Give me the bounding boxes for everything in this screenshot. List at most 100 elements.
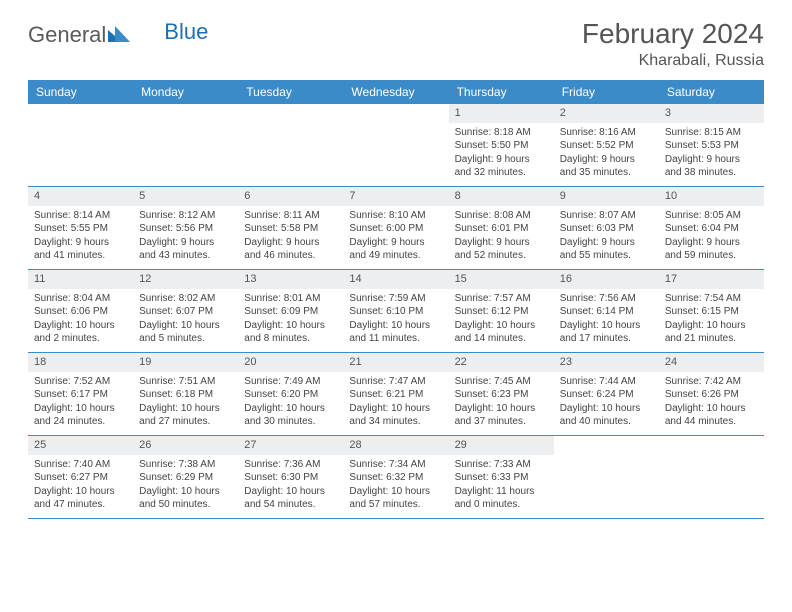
day-header: Friday bbox=[554, 80, 659, 104]
sunset-text: Sunset: 5:52 PM bbox=[560, 139, 653, 153]
day-number: 16 bbox=[560, 273, 572, 285]
day-number: 24 bbox=[665, 356, 677, 368]
day-number: 19 bbox=[139, 356, 151, 368]
daylight-text: Daylight: 10 hours and 57 minutes. bbox=[349, 485, 442, 512]
day-number: 13 bbox=[244, 273, 256, 285]
day-cell: 2Sunrise: 8:16 AMSunset: 5:52 PMDaylight… bbox=[554, 104, 659, 186]
day-header: Wednesday bbox=[343, 80, 448, 104]
sunrise-text: Sunrise: 7:52 AM bbox=[34, 375, 127, 389]
day-cell: 7Sunrise: 8:10 AMSunset: 6:00 PMDaylight… bbox=[343, 187, 448, 269]
day-header-row: SundayMondayTuesdayWednesdayThursdayFrid… bbox=[28, 80, 764, 104]
day-number: 2 bbox=[560, 107, 566, 119]
sunset-text: Sunset: 6:10 PM bbox=[349, 305, 442, 319]
week-row: 25Sunrise: 7:40 AMSunset: 6:27 PMDayligh… bbox=[28, 436, 764, 519]
day-header: Saturday bbox=[659, 80, 764, 104]
empty-cell bbox=[133, 104, 238, 186]
sunrise-text: Sunrise: 7:45 AM bbox=[455, 375, 548, 389]
day-number-bar: 29 bbox=[449, 436, 554, 455]
sunset-text: Sunset: 6:32 PM bbox=[349, 471, 442, 485]
sunset-text: Sunset: 6:09 PM bbox=[244, 305, 337, 319]
logo: General Blue bbox=[28, 18, 208, 48]
day-number-bar: 21 bbox=[343, 353, 448, 372]
sunset-text: Sunset: 6:21 PM bbox=[349, 388, 442, 402]
day-number-bar: 11 bbox=[28, 270, 133, 289]
week-row: 1Sunrise: 8:18 AMSunset: 5:50 PMDaylight… bbox=[28, 104, 764, 187]
sunrise-text: Sunrise: 8:05 AM bbox=[665, 209, 758, 223]
sunset-text: Sunset: 6:26 PM bbox=[665, 388, 758, 402]
daylight-text: Daylight: 10 hours and 30 minutes. bbox=[244, 402, 337, 429]
day-number-bar: 14 bbox=[343, 270, 448, 289]
sunset-text: Sunset: 6:20 PM bbox=[244, 388, 337, 402]
sunrise-text: Sunrise: 7:36 AM bbox=[244, 458, 337, 472]
daylight-text: Daylight: 10 hours and 27 minutes. bbox=[139, 402, 232, 429]
daylight-text: Daylight: 9 hours and 49 minutes. bbox=[349, 236, 442, 263]
sunrise-text: Sunrise: 7:56 AM bbox=[560, 292, 653, 306]
daylight-text: Daylight: 10 hours and 40 minutes. bbox=[560, 402, 653, 429]
sunrise-text: Sunrise: 7:54 AM bbox=[665, 292, 758, 306]
sunrise-text: Sunrise: 7:40 AM bbox=[34, 458, 127, 472]
day-number: 10 bbox=[665, 190, 677, 202]
sunrise-text: Sunrise: 8:11 AM bbox=[244, 209, 337, 223]
sunrise-text: Sunrise: 8:02 AM bbox=[139, 292, 232, 306]
empty-cell bbox=[343, 104, 448, 186]
daylight-text: Daylight: 10 hours and 47 minutes. bbox=[34, 485, 127, 512]
sunset-text: Sunset: 6:23 PM bbox=[455, 388, 548, 402]
day-header: Monday bbox=[133, 80, 238, 104]
day-number: 15 bbox=[455, 273, 467, 285]
empty-cell bbox=[28, 104, 133, 186]
daylight-text: Daylight: 9 hours and 55 minutes. bbox=[560, 236, 653, 263]
day-number-bar: 16 bbox=[554, 270, 659, 289]
day-number-bar: 7 bbox=[343, 187, 448, 206]
sunset-text: Sunset: 6:03 PM bbox=[560, 222, 653, 236]
daylight-text: Daylight: 10 hours and 17 minutes. bbox=[560, 319, 653, 346]
sunrise-text: Sunrise: 8:10 AM bbox=[349, 209, 442, 223]
sunset-text: Sunset: 6:18 PM bbox=[139, 388, 232, 402]
day-cell: 25Sunrise: 7:40 AMSunset: 6:27 PMDayligh… bbox=[28, 436, 133, 518]
calendar: SundayMondayTuesdayWednesdayThursdayFrid… bbox=[28, 80, 764, 519]
day-number-bar: 1 bbox=[449, 104, 554, 123]
sunset-text: Sunset: 6:01 PM bbox=[455, 222, 548, 236]
sunrise-text: Sunrise: 7:57 AM bbox=[455, 292, 548, 306]
day-number: 6 bbox=[244, 190, 250, 202]
header: General Blue February 2024 Kharabali, Ru… bbox=[28, 18, 764, 70]
week-row: 11Sunrise: 8:04 AMSunset: 6:06 PMDayligh… bbox=[28, 270, 764, 353]
sunset-text: Sunset: 6:17 PM bbox=[34, 388, 127, 402]
week-row: 4Sunrise: 8:14 AMSunset: 5:55 PMDaylight… bbox=[28, 187, 764, 270]
day-cell: 20Sunrise: 7:49 AMSunset: 6:20 PMDayligh… bbox=[238, 353, 343, 435]
day-number: 9 bbox=[560, 190, 566, 202]
day-cell: 12Sunrise: 8:02 AMSunset: 6:07 PMDayligh… bbox=[133, 270, 238, 352]
sunset-text: Sunset: 5:55 PM bbox=[34, 222, 127, 236]
day-number-bar: 17 bbox=[659, 270, 764, 289]
day-number-bar: 13 bbox=[238, 270, 343, 289]
sunset-text: Sunset: 6:15 PM bbox=[665, 305, 758, 319]
day-cell: 28Sunrise: 7:34 AMSunset: 6:32 PMDayligh… bbox=[343, 436, 448, 518]
sunset-text: Sunset: 6:33 PM bbox=[455, 471, 548, 485]
day-number-bar: 24 bbox=[659, 353, 764, 372]
daylight-text: Daylight: 9 hours and 38 minutes. bbox=[665, 153, 758, 180]
sunrise-text: Sunrise: 8:08 AM bbox=[455, 209, 548, 223]
sunrise-text: Sunrise: 7:47 AM bbox=[349, 375, 442, 389]
day-number-bar: 5 bbox=[133, 187, 238, 206]
day-number-bar: 4 bbox=[28, 187, 133, 206]
sunrise-text: Sunrise: 7:59 AM bbox=[349, 292, 442, 306]
day-cell: 10Sunrise: 8:05 AMSunset: 6:04 PMDayligh… bbox=[659, 187, 764, 269]
daylight-text: Daylight: 10 hours and 14 minutes. bbox=[455, 319, 548, 346]
sunset-text: Sunset: 6:30 PM bbox=[244, 471, 337, 485]
sunrise-text: Sunrise: 7:51 AM bbox=[139, 375, 232, 389]
day-cell: 8Sunrise: 8:08 AMSunset: 6:01 PMDaylight… bbox=[449, 187, 554, 269]
daylight-text: Daylight: 10 hours and 5 minutes. bbox=[139, 319, 232, 346]
sunset-text: Sunset: 5:58 PM bbox=[244, 222, 337, 236]
day-number-bar: 28 bbox=[343, 436, 448, 455]
day-number-bar: 23 bbox=[554, 353, 659, 372]
day-number-bar: 8 bbox=[449, 187, 554, 206]
day-cell: 21Sunrise: 7:47 AMSunset: 6:21 PMDayligh… bbox=[343, 353, 448, 435]
day-cell: 11Sunrise: 8:04 AMSunset: 6:06 PMDayligh… bbox=[28, 270, 133, 352]
empty-cell bbox=[659, 436, 764, 518]
day-cell: 26Sunrise: 7:38 AMSunset: 6:29 PMDayligh… bbox=[133, 436, 238, 518]
logo-triangle-icon bbox=[108, 22, 130, 48]
sunset-text: Sunset: 6:27 PM bbox=[34, 471, 127, 485]
sunset-text: Sunset: 6:04 PM bbox=[665, 222, 758, 236]
day-number: 3 bbox=[665, 107, 671, 119]
sunrise-text: Sunrise: 7:44 AM bbox=[560, 375, 653, 389]
day-number: 5 bbox=[139, 190, 145, 202]
